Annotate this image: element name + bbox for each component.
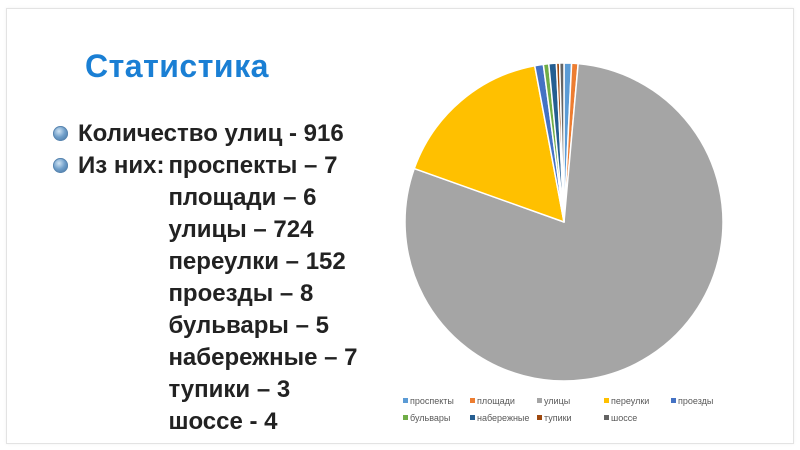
slide-title: Статистика <box>85 48 269 84</box>
legend-label: проспекты <box>410 396 454 406</box>
legend-label: улицы <box>544 396 571 406</box>
legend-label: площади <box>477 396 515 406</box>
legend-swatch-icon <box>671 398 676 403</box>
legend-swatch-icon <box>403 398 408 403</box>
stats-block: Количество улиц - 916 Из них: проспекты … <box>50 118 358 438</box>
chart-legend: проспекты площади улицы переулки проезды буль… <box>403 396 743 430</box>
legend-item-5: бульвары <box>403 413 470 423</box>
breakdown-item-passages: проезды – 8 <box>168 280 314 307</box>
breakdown-item-boulevards: бульвары – 5 <box>168 312 329 339</box>
legend-swatch-icon <box>403 415 408 420</box>
bullet-icon <box>53 158 68 173</box>
breakdown-item-streets: улицы – 724 <box>168 216 314 243</box>
pie-slices <box>404 62 724 382</box>
legend-swatch-icon <box>604 398 609 403</box>
breakdown-item-dead-ends: тупики – 3 <box>168 376 291 403</box>
legend-swatch-icon <box>604 415 609 420</box>
legend-swatch-icon <box>470 398 475 403</box>
breakdown-item-squares: площади – 6 <box>168 184 317 211</box>
legend-label: переулки <box>611 396 650 406</box>
legend-label: шоссе <box>611 413 638 423</box>
legend-swatch-icon <box>470 415 475 420</box>
legend-label: набережные <box>477 413 530 423</box>
pie-slice-3 <box>413 64 565 223</box>
legend-swatch-icon <box>537 415 542 420</box>
pie-slice-8 <box>558 62 565 223</box>
total-label: Количество улиц - 916 <box>78 120 344 147</box>
legend-label: бульвары <box>410 413 451 423</box>
legend-item-2: улицы <box>537 396 604 406</box>
legend-item-0: проспекты <box>403 396 470 406</box>
breakdown-item-embankments: набережные – 7 <box>168 344 358 371</box>
legend-item-4: проезды <box>671 396 738 406</box>
legend-item-8: шоссе <box>604 413 671 423</box>
breakdown-list: проспекты – 7 площади – 6 улицы – 724 пе… <box>168 150 357 438</box>
total-row: Количество улиц - 916 <box>50 118 358 150</box>
breakdown-item-avenues: проспекты – 7 <box>168 152 338 179</box>
breakdown-label: Из них: <box>78 152 165 179</box>
legend-label: тупики <box>544 413 572 423</box>
legend-swatch-icon <box>537 398 542 403</box>
legend-item-7: тупики <box>537 413 604 423</box>
legend-item-6: набережные <box>470 413 537 423</box>
bullet-icon <box>53 126 68 141</box>
legend-label: проезды <box>678 396 714 406</box>
legend-item-1: площади <box>470 396 537 406</box>
legend-item-3: переулки <box>604 396 671 406</box>
breakdown-row: Из них: проспекты – 7 площади – 6 улицы … <box>50 150 358 438</box>
breakdown-item-lanes: переулки – 152 <box>168 248 346 275</box>
breakdown-item-highways: шоссе - 4 <box>168 408 278 435</box>
